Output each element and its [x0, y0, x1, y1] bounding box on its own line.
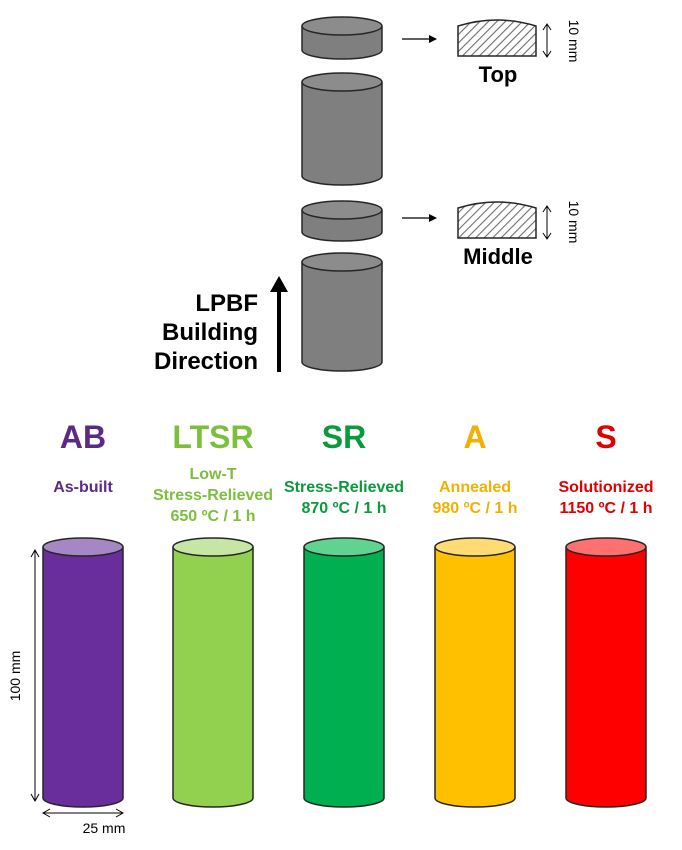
condition-description-line: Low-T: [189, 466, 236, 483]
lower-cylinder: [301, 252, 383, 372]
sectioning-schematic: 10 mm Top 10 mm Middle LPBF Building Dir…: [154, 16, 582, 375]
condition-description-line: Annealed: [439, 479, 511, 496]
top-thickness-label: 10 mm: [566, 20, 582, 63]
specimen-cylinder: [303, 537, 385, 808]
condition-code: LTSR: [172, 419, 253, 455]
middle-section-label: Middle: [463, 244, 533, 269]
specimen-cylinder: [434, 537, 516, 808]
direction-label-line2: Building: [162, 319, 258, 346]
condition-description-line: 1150 ºC / 1 h: [559, 500, 652, 517]
condition-description-line: As-built: [53, 479, 113, 496]
condition-description-line: 980 ºC / 1 h: [433, 500, 518, 517]
specimen-cylinder: [42, 537, 124, 808]
upper-cylinder: [301, 72, 383, 186]
top-section-label: Top: [479, 62, 518, 87]
middle-disc: [301, 200, 383, 242]
condition-description-line: Stress-Relieved: [153, 487, 273, 504]
building-direction-arrowhead: [270, 276, 288, 292]
condition-code: AB: [60, 419, 106, 455]
condition-s: S Solutionized 1150 ºC / 1 h: [558, 419, 654, 808]
condition-code: SR: [322, 419, 366, 455]
condition-code: S: [595, 419, 616, 455]
condition-sr: SR Stress-Relieved 870 ºC / 1 h: [284, 419, 404, 808]
direction-label-line3: Direction: [154, 348, 258, 375]
condition-description-line: 870 ºC / 1 h: [302, 500, 387, 517]
specimen-cylinder: [565, 537, 647, 808]
condition-ltsr: LTSR Low-T Stress-Relieved 650 ºC / 1 h: [153, 419, 273, 808]
condition-description-line: 650 ºC / 1 h: [171, 508, 256, 525]
condition-ab: AB As-built: [42, 419, 124, 808]
direction-label-line1: LPBF: [195, 290, 258, 317]
heat-treatment-conditions: AB As-built LTSR Low-T Stress-Relieved 650 ºC…: [42, 419, 654, 808]
condition-a: A Annealed 980 ºC / 1 h: [433, 419, 518, 808]
condition-code: A: [463, 419, 486, 455]
top-cross-section: 10 mm Top: [457, 19, 582, 87]
diameter-label: 25 mm: [83, 820, 126, 836]
condition-description-line: Solutionized: [558, 479, 653, 496]
condition-description-line: Stress-Relieved: [284, 479, 404, 496]
specimen-cylinder: [172, 537, 254, 808]
top-disc: [301, 16, 383, 60]
height-label: 100 mm: [7, 651, 23, 702]
dimension-annotations: 100 mm 25 mm: [7, 548, 126, 836]
middle-thickness-label: 10 mm: [566, 201, 582, 244]
middle-cross-section: 10 mm Middle: [457, 201, 582, 269]
